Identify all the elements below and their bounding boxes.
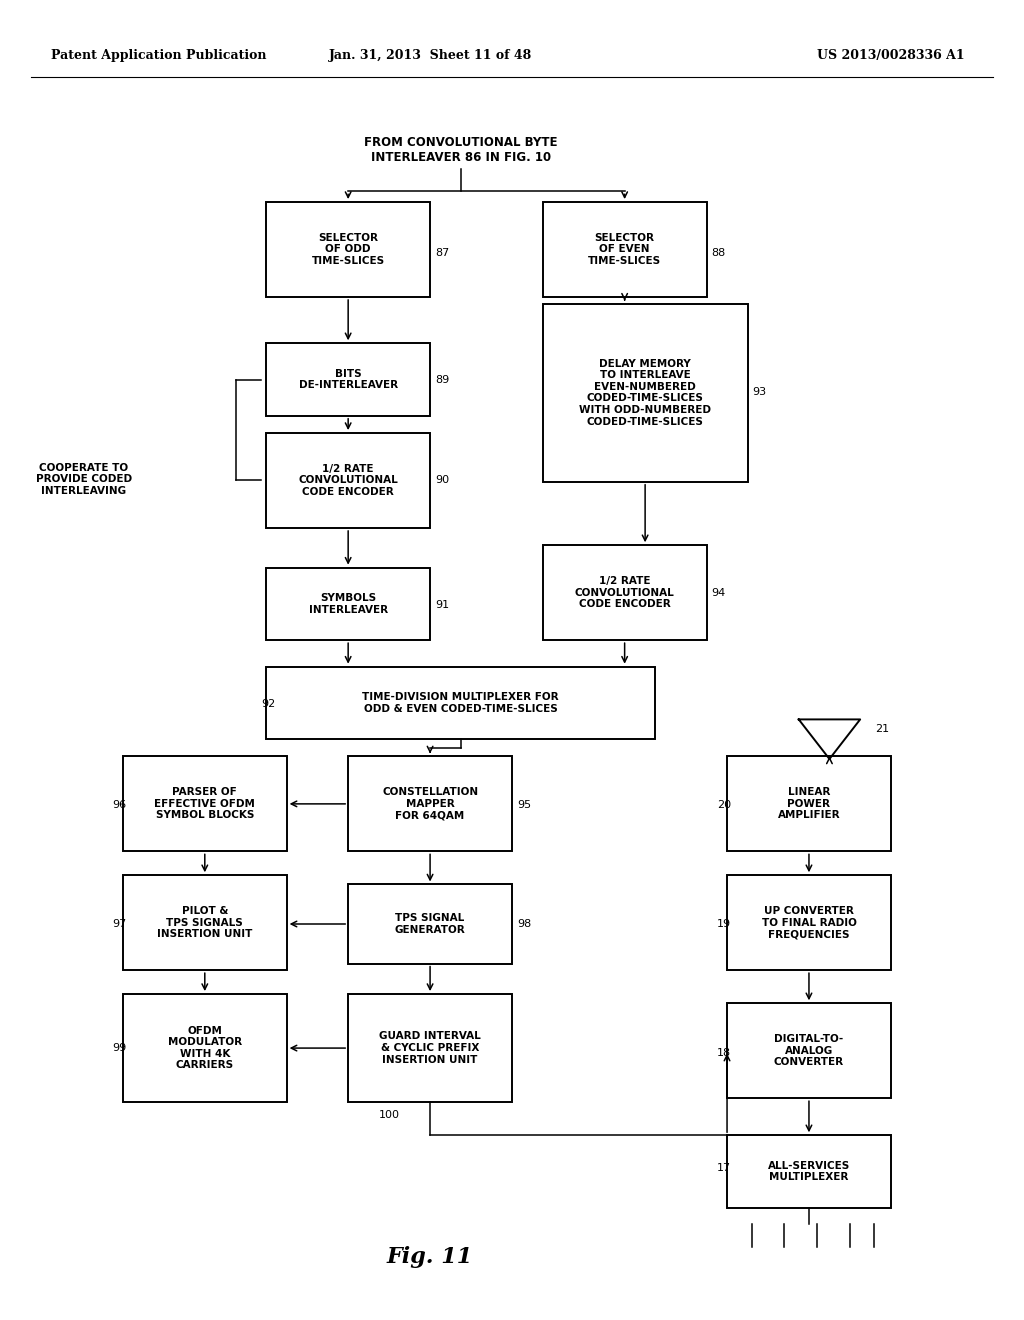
Text: 93: 93 bbox=[753, 387, 767, 397]
Bar bbox=[266, 343, 430, 416]
Text: Patent Application Publication: Patent Application Publication bbox=[51, 49, 266, 62]
Text: TIME-DIVISION MULTIPLEXER FOR
ODD & EVEN CODED-TIME-SLICES: TIME-DIVISION MULTIPLEXER FOR ODD & EVEN… bbox=[362, 692, 559, 714]
Text: 95: 95 bbox=[517, 800, 531, 810]
Text: 1/2 RATE
CONVOLUTIONAL
CODE ENCODER: 1/2 RATE CONVOLUTIONAL CODE ENCODER bbox=[574, 576, 675, 610]
Text: ALL-SERVICES
MULTIPLEXER: ALL-SERVICES MULTIPLEXER bbox=[768, 1160, 850, 1183]
Bar bbox=[348, 994, 512, 1102]
Text: 100: 100 bbox=[379, 1110, 400, 1121]
Text: 97: 97 bbox=[113, 919, 127, 929]
Bar bbox=[727, 756, 891, 851]
Text: 20: 20 bbox=[717, 800, 731, 810]
Text: FROM CONVOLUTIONAL BYTE
INTERLEAVER 86 IN FIG. 10: FROM CONVOLUTIONAL BYTE INTERLEAVER 86 I… bbox=[365, 136, 557, 165]
Text: CONSTELLATION
MAPPER
FOR 64QAM: CONSTELLATION MAPPER FOR 64QAM bbox=[382, 787, 478, 821]
Text: 21: 21 bbox=[876, 723, 890, 734]
Text: PILOT &
TPS SIGNALS
INSERTION UNIT: PILOT & TPS SIGNALS INSERTION UNIT bbox=[157, 906, 253, 940]
Bar bbox=[727, 1135, 891, 1208]
Text: 87: 87 bbox=[435, 248, 450, 259]
Text: 91: 91 bbox=[435, 599, 450, 610]
Bar bbox=[266, 202, 430, 297]
Text: 96: 96 bbox=[113, 800, 127, 810]
Text: 89: 89 bbox=[435, 375, 450, 385]
Text: 19: 19 bbox=[717, 919, 731, 929]
Text: OFDM
MODULATOR
WITH 4K
CARRIERS: OFDM MODULATOR WITH 4K CARRIERS bbox=[168, 1026, 242, 1071]
Bar bbox=[123, 756, 287, 851]
Text: SYMBOLS
INTERLEAVER: SYMBOLS INTERLEAVER bbox=[308, 593, 388, 615]
Text: US 2013/0028336 A1: US 2013/0028336 A1 bbox=[817, 49, 965, 62]
Text: 90: 90 bbox=[435, 475, 450, 486]
Text: SELECTOR
OF ODD
TIME-SLICES: SELECTOR OF ODD TIME-SLICES bbox=[311, 232, 385, 267]
Bar bbox=[266, 433, 430, 528]
Text: PARSER OF
EFFECTIVE OFDM
SYMBOL BLOCKS: PARSER OF EFFECTIVE OFDM SYMBOL BLOCKS bbox=[155, 787, 255, 821]
Text: Fig. 11: Fig. 11 bbox=[387, 1246, 473, 1267]
Bar bbox=[266, 568, 430, 640]
Text: 88: 88 bbox=[712, 248, 726, 259]
Bar bbox=[727, 875, 891, 970]
Text: DELAY MEMORY
TO INTERLEAVE
EVEN-NUMBERED
CODED-TIME-SLICES
WITH ODD-NUMBERED
COD: DELAY MEMORY TO INTERLEAVE EVEN-NUMBERED… bbox=[580, 359, 711, 426]
Bar bbox=[727, 1003, 891, 1098]
Bar bbox=[266, 667, 655, 739]
Text: SELECTOR
OF EVEN
TIME-SLICES: SELECTOR OF EVEN TIME-SLICES bbox=[588, 232, 662, 267]
Text: 1/2 RATE
CONVOLUTIONAL
CODE ENCODER: 1/2 RATE CONVOLUTIONAL CODE ENCODER bbox=[298, 463, 398, 498]
Text: DIGITAL-TO-
ANALOG
CONVERTER: DIGITAL-TO- ANALOG CONVERTER bbox=[774, 1034, 844, 1068]
Bar bbox=[348, 756, 512, 851]
Bar bbox=[123, 994, 287, 1102]
Text: 99: 99 bbox=[113, 1043, 127, 1053]
Bar bbox=[123, 875, 287, 970]
Bar bbox=[543, 545, 707, 640]
Text: TPS SIGNAL
GENERATOR: TPS SIGNAL GENERATOR bbox=[394, 913, 466, 935]
Text: 94: 94 bbox=[712, 587, 726, 598]
Bar bbox=[543, 202, 707, 297]
Text: LINEAR
POWER
AMPLIFIER: LINEAR POWER AMPLIFIER bbox=[777, 787, 841, 821]
Bar bbox=[543, 304, 748, 482]
Text: 17: 17 bbox=[717, 1163, 731, 1173]
Text: GUARD INTERVAL
& CYCLIC PREFIX
INSERTION UNIT: GUARD INTERVAL & CYCLIC PREFIX INSERTION… bbox=[379, 1031, 481, 1065]
Text: BITS
DE-INTERLEAVER: BITS DE-INTERLEAVER bbox=[299, 368, 397, 391]
Text: UP CONVERTER
TO FINAL RADIO
FREQUENCIES: UP CONVERTER TO FINAL RADIO FREQUENCIES bbox=[762, 906, 856, 940]
Text: 18: 18 bbox=[717, 1048, 731, 1059]
Bar bbox=[348, 884, 512, 964]
Text: 92: 92 bbox=[261, 698, 275, 709]
Text: 98: 98 bbox=[517, 919, 531, 929]
Text: Jan. 31, 2013  Sheet 11 of 48: Jan. 31, 2013 Sheet 11 of 48 bbox=[329, 49, 531, 62]
Text: COOPERATE TO
PROVIDE CODED
INTERLEAVING: COOPERATE TO PROVIDE CODED INTERLEAVING bbox=[36, 462, 132, 496]
